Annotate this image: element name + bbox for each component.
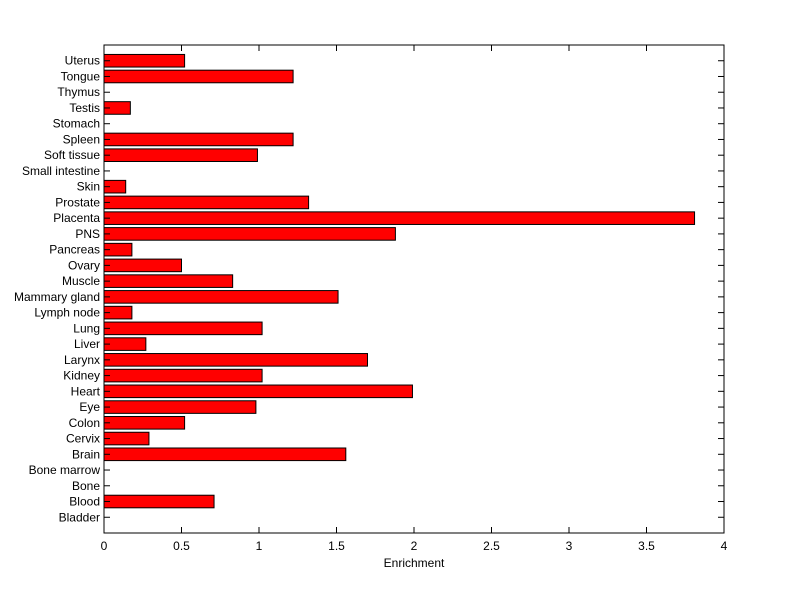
bar-mammary-gland — [103, 290, 339, 304]
bar-spleen — [103, 132, 294, 147]
bar-ovary — [103, 258, 182, 273]
y-tick-label-bladder: Bladder — [59, 510, 100, 524]
bar-muscle — [103, 274, 234, 288]
x-tick-label-5: 2.5 — [483, 539, 500, 553]
bar-tongue — [103, 69, 294, 84]
bar-eye — [103, 400, 257, 414]
x-tick-label-0: 0 — [101, 539, 108, 553]
bar-soft-tissue — [103, 148, 258, 162]
bar-cervix — [103, 431, 150, 446]
x-tick-label-1: 0.5 — [173, 539, 190, 553]
x-tick-label-6: 3 — [566, 539, 573, 553]
bar-uterus — [103, 53, 186, 68]
bar-brain — [103, 447, 347, 462]
y-tick-label-lung: Lung — [73, 321, 100, 335]
x-axis-title: Enrichment — [384, 556, 445, 570]
y-tick-label-soft-tissue: Soft tissue — [44, 148, 100, 162]
y-tick-label-liver: Liver — [74, 337, 100, 351]
y-tick-label-larynx: Larynx — [64, 353, 100, 367]
y-tick-label-small-intestine: Small intestine — [22, 164, 100, 178]
y-tick-label-tongue: Tongue — [61, 69, 101, 83]
y-tick-label-uterus: Uterus — [65, 54, 100, 68]
y-tick-label-eye: Eye — [79, 400, 100, 414]
y-tick-label-testis: Testis — [69, 101, 100, 115]
bar-heart — [103, 384, 413, 399]
bar-lung — [103, 321, 263, 336]
y-tick-label-skin: Skin — [77, 180, 100, 194]
x-tick-label-3: 1.5 — [328, 539, 345, 553]
y-tick-label-brain: Brain — [72, 447, 100, 461]
y-tick-label-pancreas: Pancreas — [49, 243, 100, 257]
y-tick-label-thymus: Thymus — [57, 85, 100, 99]
bar-larynx — [103, 353, 368, 367]
plot-frame — [103, 44, 725, 534]
x-tick-label-8: 4 — [721, 539, 728, 553]
y-tick-label-bone: Bone — [72, 479, 100, 493]
y-tick-label-colon: Colon — [69, 416, 100, 430]
bar-liver — [103, 337, 147, 351]
y-tick-label-placenta: Placenta — [53, 211, 100, 225]
y-tick-label-spleen: Spleen — [63, 132, 100, 146]
x-tick-label-2: 1 — [256, 539, 263, 553]
y-tick-label-pns: PNS — [75, 227, 100, 241]
bar-colon — [103, 416, 186, 430]
x-tick-label-7: 3.5 — [638, 539, 655, 553]
bar-placenta — [103, 211, 696, 225]
bar-blood — [103, 494, 215, 509]
y-tick-label-ovary: Ovary — [68, 258, 100, 272]
y-tick-label-muscle: Muscle — [62, 274, 100, 288]
y-tick-label-mammary-gland: Mammary gland — [14, 290, 100, 304]
y-tick-label-kidney: Kidney — [63, 369, 100, 383]
ticks-group — [103, 45, 725, 533]
y-tick-label-heart: Heart — [71, 384, 101, 398]
y-tick-label-cervix: Cervix — [66, 432, 100, 446]
y-tick-label-lymph-node: Lymph node — [34, 306, 100, 320]
y-tick-label-bone-marrow: Bone marrow — [29, 463, 101, 477]
bar-kidney — [103, 368, 263, 383]
y-tick-label-stomach: Stomach — [53, 117, 100, 131]
bar-pns — [103, 227, 396, 241]
x-tick-label-4: 2 — [411, 539, 418, 553]
y-tick-label-blood: Blood — [69, 495, 100, 509]
y-tick-label-prostate: Prostate — [55, 195, 100, 209]
bar-prostate — [103, 195, 310, 210]
